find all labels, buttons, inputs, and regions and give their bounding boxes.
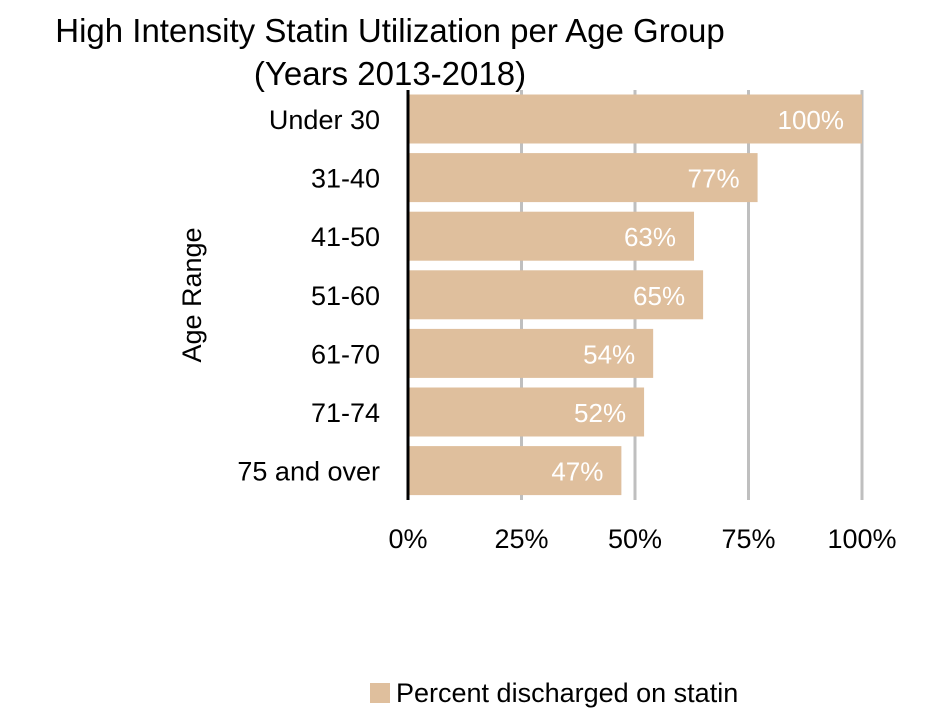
bar-chart: 100% 77% 63% 65% 54% 52% 47% Under 30 31-40 41-5… — [177, 90, 897, 554]
category-label-5: 71-74 — [311, 398, 380, 428]
x-tick-label-2: 50% — [608, 524, 662, 554]
x-tick-label-1: 25% — [494, 524, 548, 554]
bar-3 — [408, 270, 704, 320]
x-tick-label-4: 100% — [827, 524, 896, 554]
x-tick-labels: 0% 25% 50% 75% 100% — [388, 524, 896, 554]
category-label-6: 75 and over — [237, 457, 380, 487]
x-tick-label-3: 75% — [721, 524, 775, 554]
x-tick-label-0: 0% — [388, 524, 427, 554]
bar-2 — [408, 211, 695, 261]
bar-data-label-3: 65% — [633, 281, 685, 311]
bar-4 — [408, 328, 654, 378]
chart-title: High Intensity Statin Utilization per Ag… — [55, 12, 725, 49]
category-label-0: Under 30 — [269, 105, 380, 135]
y-axis-title: Age Range — [177, 227, 207, 362]
category-label-2: 41-50 — [311, 222, 380, 252]
bar-data-label-6: 47% — [551, 457, 603, 487]
category-label-1: 31-40 — [311, 164, 380, 194]
legend: Percent discharged on statin — [370, 676, 738, 710]
chart-subtitle: (Years 2013-2018) — [253, 55, 527, 92]
bar-1 — [408, 153, 758, 203]
bar-data-label-1: 77% — [688, 164, 740, 194]
category-label-4: 61-70 — [311, 339, 380, 369]
bars — [408, 94, 862, 496]
bar-0 — [408, 94, 862, 144]
bar-data-label-0: 100% — [778, 105, 845, 135]
legend-swatch — [370, 683, 390, 703]
legend-label: Percent discharged on statin — [396, 678, 739, 708]
bar-data-labels: 100% 77% 63% 65% 54% 52% 47% — [551, 105, 844, 487]
bar-data-label-2: 63% — [624, 222, 676, 252]
bar-6 — [408, 446, 622, 496]
bar-5 — [408, 387, 645, 437]
bar-data-label-5: 52% — [574, 398, 626, 428]
bar-data-label-4: 54% — [583, 339, 635, 369]
category-labels: Under 30 31-40 41-50 51-60 61-70 71-74 75 and … — [237, 105, 380, 487]
category-label-3: 51-60 — [311, 281, 380, 311]
